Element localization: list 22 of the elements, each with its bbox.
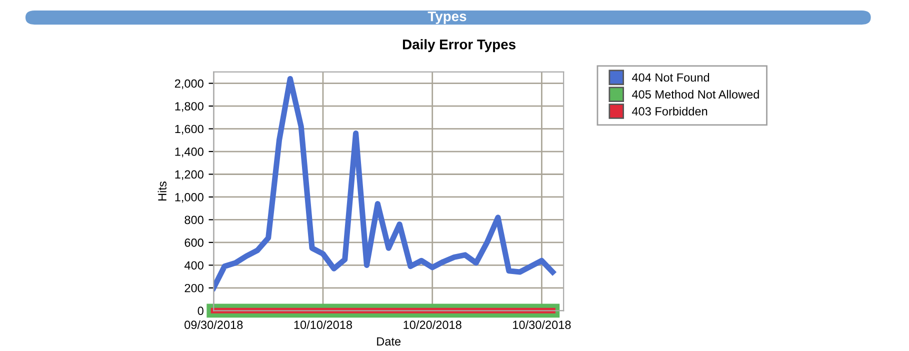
x-tick-label: 10/10/2018	[294, 320, 352, 330]
x-axis-title: Date	[377, 337, 401, 346]
y-tick-label: 600	[184, 238, 204, 247]
y-tick-label: 1,200	[175, 170, 204, 180]
y-tick-label: 1,600	[175, 124, 204, 135]
chart-title: Types	[428, 12, 466, 24]
x-tick-label: 09/30/2018	[184, 320, 243, 330]
y-axis-title: Hits	[158, 182, 166, 200]
legend-label: 403 Forbidden	[632, 106, 708, 116]
legend-label: 405 Method Not Allowed	[632, 90, 759, 99]
y-tick-label: 1,000	[175, 193, 204, 203]
x-tick-label: 10/20/2018	[404, 320, 462, 330]
y-tick-label: 0	[198, 306, 204, 316]
y-tick-label: 2,000	[174, 79, 204, 90]
y-tick-label: 1,800	[175, 102, 204, 112]
y-tick-label: 1,400	[175, 148, 204, 158]
y-tick-label: 200	[184, 284, 204, 292]
x-tick-label: 10/30/2018	[513, 320, 571, 330]
y-tick-label: 800	[184, 216, 204, 224]
y-tick-label: 400	[184, 261, 204, 270]
legend-label: 404 Not Found	[632, 73, 710, 82]
chart-subtitle: Daily Error Types	[402, 39, 516, 52]
